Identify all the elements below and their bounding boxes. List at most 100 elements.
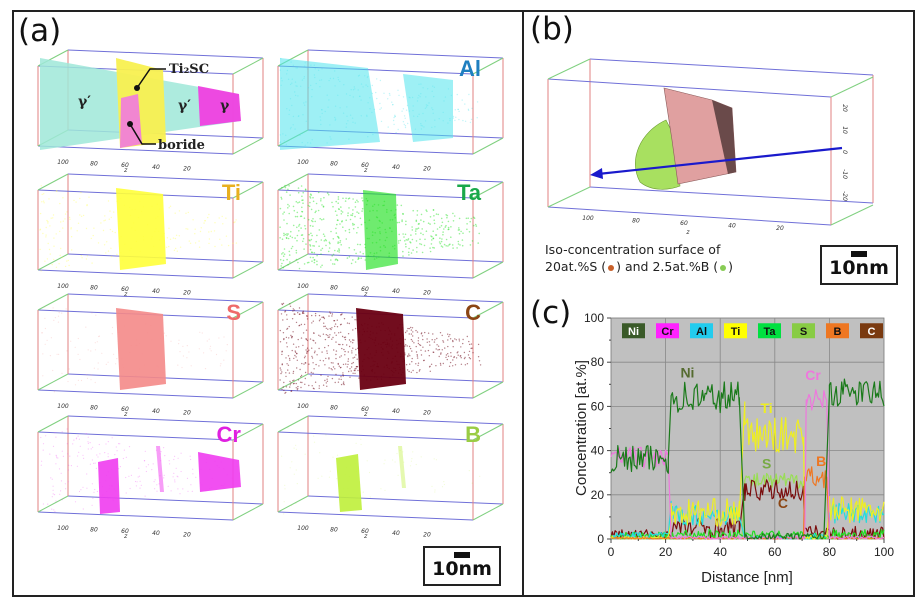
atom-point: [179, 351, 181, 353]
atom-point: [204, 220, 206, 222]
atom-point: [55, 455, 58, 457]
atom-point: [190, 365, 192, 367]
atom-point: [290, 390, 292, 392]
atom-point: [336, 219, 339, 221]
atom-map-al: 100 80 60 40 20 z Al: [277, 49, 504, 174]
atom-point: [355, 348, 357, 351]
atom-point: [355, 354, 357, 356]
atom-point: [448, 244, 450, 246]
atom-point: [360, 257, 363, 260]
atom-point: [405, 245, 407, 248]
atom-point: [447, 355, 450, 357]
z-tick-label: 40: [152, 164, 160, 171]
atom-point: [404, 126, 407, 129]
atom-point: [311, 251, 314, 254]
atom-point: [123, 449, 125, 451]
atom-point: [462, 338, 464, 341]
atom-point: [462, 119, 464, 122]
atom-point: [344, 354, 346, 356]
atom-point: [432, 209, 435, 211]
atom-point: [449, 361, 452, 364]
atom-point: [128, 446, 131, 448]
atom-point: [457, 108, 459, 111]
enriched-region: [403, 74, 453, 142]
atom-point: [280, 313, 283, 315]
atom-point: [332, 238, 335, 240]
atom-point: [89, 463, 91, 465]
atom-point: [285, 336, 288, 339]
atom-point: [310, 238, 313, 241]
atom-point: [116, 253, 118, 256]
atom-point: [90, 350, 92, 352]
atom-point: [433, 222, 436, 225]
atom-point: [426, 210, 428, 213]
atom-point: [440, 364, 442, 366]
atom-point: [397, 240, 400, 242]
box-edge: [472, 137, 504, 155]
atom-point: [167, 485, 169, 487]
atom-point: [308, 239, 311, 241]
atom-point: [279, 329, 281, 332]
atom-point: [48, 198, 50, 200]
atom-point: [281, 363, 283, 365]
atom-point: [79, 214, 81, 216]
atom-point: [437, 349, 439, 351]
atom-point: [168, 460, 170, 462]
atom-point: [104, 452, 106, 454]
atom-point: [140, 484, 142, 486]
box-edge: [37, 373, 69, 391]
atom-point: [454, 109, 456, 111]
atom-point: [293, 209, 296, 212]
atom-point: [74, 384, 77, 386]
atom-point: [402, 108, 405, 110]
atom-point: [415, 228, 417, 230]
atom-point: [310, 219, 313, 222]
atom-point: [322, 360, 325, 362]
y-tick-label: 80: [591, 355, 605, 369]
atom-point: [302, 191, 305, 194]
atom-point: [209, 348, 211, 350]
atom-point: [292, 310, 294, 312]
atom-point: [198, 240, 200, 242]
atom-point: [50, 337, 53, 339]
atom-point: [291, 335, 293, 338]
atom-point: [412, 335, 414, 337]
atom-point: [335, 200, 338, 203]
atom-point: [174, 212, 176, 214]
atom-point: [328, 367, 330, 369]
atom-point: [392, 119, 395, 122]
atom-point: [310, 251, 313, 253]
atom-point: [309, 197, 312, 199]
z-tick-label: 100: [297, 159, 309, 166]
atom-point: [472, 352, 474, 354]
atom-point: [430, 363, 433, 365]
atom-point: [316, 354, 318, 356]
atom-point: [348, 228, 351, 231]
atom-point: [46, 219, 48, 222]
atom-map-box: 100 80 60 40 20 z: [277, 173, 504, 298]
atom-point: [293, 357, 295, 360]
atom-point: [178, 210, 181, 212]
atom-point: [348, 247, 351, 249]
atom-point: [336, 326, 339, 328]
atom-point: [412, 331, 414, 333]
atom-point: [467, 354, 470, 356]
atom-point: [404, 117, 406, 120]
atom-point: [307, 204, 310, 207]
atom-point: [335, 353, 337, 356]
atom-point: [326, 350, 328, 352]
atom-point: [187, 228, 189, 230]
atom-point: [320, 239, 323, 241]
atom-point: [318, 334, 320, 336]
atom-point: [424, 331, 426, 334]
atom-point: [408, 327, 410, 330]
atom-point: [436, 344, 438, 346]
atom-point: [354, 327, 357, 330]
atom-point: [416, 357, 419, 359]
atom-point: [349, 368, 351, 370]
atom-point: [177, 457, 179, 459]
atom-point: [70, 228, 72, 230]
atom-point: [285, 191, 288, 193]
panel-bc-frame: [522, 10, 915, 597]
atom-point: [340, 355, 342, 357]
